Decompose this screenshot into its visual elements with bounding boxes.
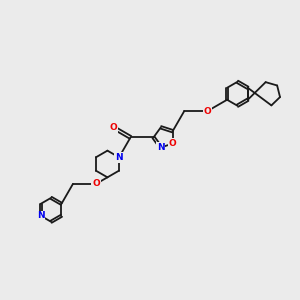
Text: O: O bbox=[92, 179, 100, 188]
Text: N: N bbox=[157, 143, 165, 152]
Text: O: O bbox=[169, 139, 176, 148]
Text: N: N bbox=[37, 211, 44, 220]
Text: O: O bbox=[110, 123, 117, 132]
Text: O: O bbox=[203, 107, 211, 116]
Text: N: N bbox=[115, 153, 123, 162]
